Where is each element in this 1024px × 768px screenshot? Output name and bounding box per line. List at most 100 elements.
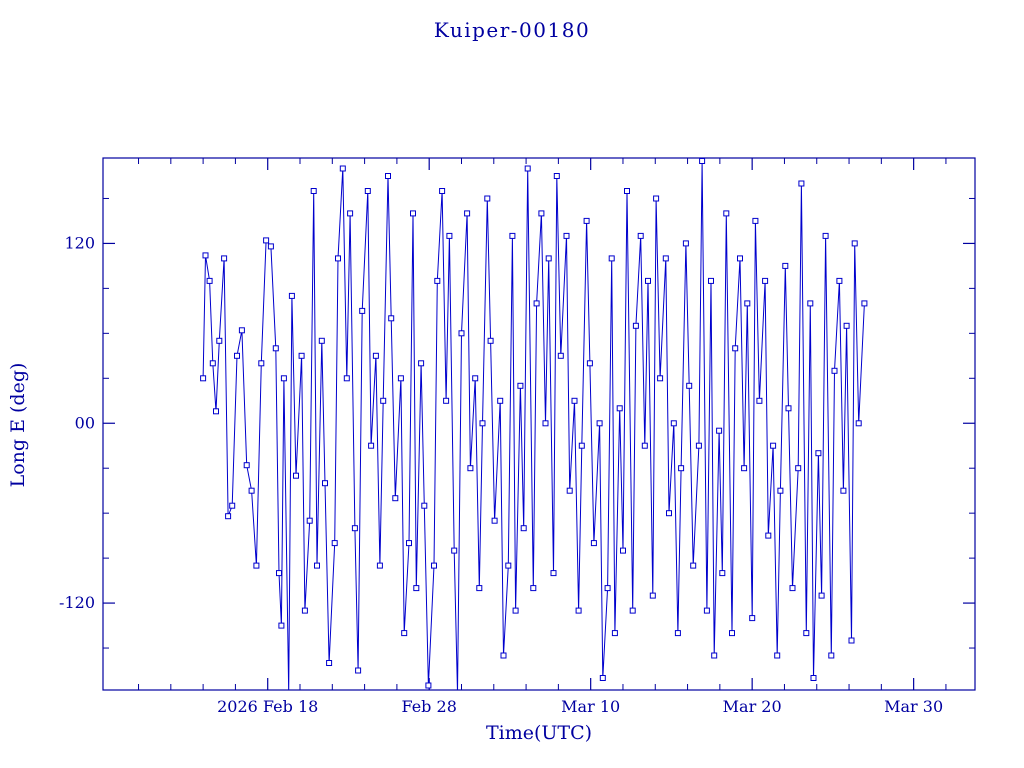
data-point xyxy=(732,345,739,352)
data-point xyxy=(550,570,557,577)
data-point xyxy=(649,592,656,599)
data-point xyxy=(380,397,387,404)
data-point xyxy=(851,240,858,247)
data-point xyxy=(545,255,552,262)
data-point xyxy=(716,427,723,434)
data-point xyxy=(843,322,850,329)
data-point xyxy=(376,562,383,569)
data-point xyxy=(563,232,570,239)
data-point xyxy=(364,188,371,194)
data-point xyxy=(517,382,524,389)
data-point xyxy=(318,337,325,344)
data-point xyxy=(288,292,295,299)
data-point xyxy=(520,525,527,532)
data-point xyxy=(512,607,519,614)
data-point xyxy=(314,562,320,569)
data-point xyxy=(795,465,802,472)
data-point xyxy=(248,487,255,494)
data-point xyxy=(756,397,763,404)
x-tick-label: Mar 10 xyxy=(561,697,620,716)
data-point xyxy=(807,300,814,307)
data-point xyxy=(451,547,458,554)
data-point xyxy=(221,255,228,262)
data-point xyxy=(782,262,789,269)
data-point xyxy=(749,615,756,622)
data-point xyxy=(243,462,250,469)
data-point xyxy=(777,487,784,494)
data-point xyxy=(530,585,537,592)
data-point xyxy=(213,408,219,415)
data-point xyxy=(216,337,223,344)
data-point xyxy=(397,375,404,382)
data-point xyxy=(678,465,685,472)
data-point xyxy=(267,243,274,250)
data-point xyxy=(682,240,689,247)
data-point xyxy=(553,173,560,179)
data-point xyxy=(616,405,623,412)
data-point xyxy=(331,540,338,547)
data-point xyxy=(439,188,446,194)
data-point xyxy=(464,210,471,217)
data-point xyxy=(388,315,395,322)
plot-frame xyxy=(102,157,976,691)
data-point xyxy=(695,442,702,449)
data-point xyxy=(301,607,308,614)
data-point xyxy=(306,517,313,524)
data-point xyxy=(822,232,829,239)
data-point xyxy=(280,375,287,382)
x-tick-label: 2026 Feb 18 xyxy=(217,697,318,716)
data-point xyxy=(343,375,350,382)
data-point xyxy=(611,630,618,637)
data-point xyxy=(596,420,603,427)
data-point xyxy=(258,360,265,367)
data-point xyxy=(708,277,714,284)
data-point xyxy=(653,195,660,202)
data-point xyxy=(662,255,669,262)
data-point xyxy=(719,570,726,577)
data-point xyxy=(604,585,611,592)
data-point xyxy=(286,691,291,696)
data-point xyxy=(632,322,639,329)
data-point xyxy=(335,255,341,262)
data-point xyxy=(533,300,540,307)
data-point xyxy=(431,562,437,569)
data-point xyxy=(206,277,213,284)
data-point xyxy=(624,188,630,194)
y-tick-label: 00 xyxy=(75,413,95,432)
data-point xyxy=(542,420,549,427)
data-point xyxy=(406,540,412,547)
data-point xyxy=(339,165,346,172)
data-point xyxy=(538,210,545,217)
data-point xyxy=(355,667,362,674)
x-tick-label: Feb 28 xyxy=(401,697,456,716)
data-point xyxy=(674,630,681,637)
data-point xyxy=(741,465,748,472)
data-point xyxy=(500,652,507,659)
data-point xyxy=(699,158,706,164)
data-point xyxy=(524,165,531,172)
chart-title: Kuiper-00180 xyxy=(433,18,591,42)
data-point xyxy=(472,375,479,382)
data-point xyxy=(637,232,644,239)
data-point xyxy=(828,652,835,659)
data-point xyxy=(484,195,491,202)
data-point xyxy=(686,382,693,389)
data-point xyxy=(774,652,781,659)
data-point xyxy=(434,277,441,284)
data-point xyxy=(645,277,651,284)
data-point xyxy=(509,232,516,239)
data-point xyxy=(770,442,777,449)
data-point xyxy=(670,420,677,427)
data-point xyxy=(690,562,697,569)
data-point xyxy=(272,345,279,352)
data-point xyxy=(657,375,664,382)
data-point xyxy=(836,277,843,284)
data-point xyxy=(385,173,391,179)
data-point xyxy=(629,607,636,614)
data-point xyxy=(815,450,822,457)
data-point xyxy=(253,562,260,569)
data-point xyxy=(278,622,285,629)
data-point xyxy=(487,337,494,344)
data-point xyxy=(443,397,450,404)
data-point xyxy=(848,637,855,644)
